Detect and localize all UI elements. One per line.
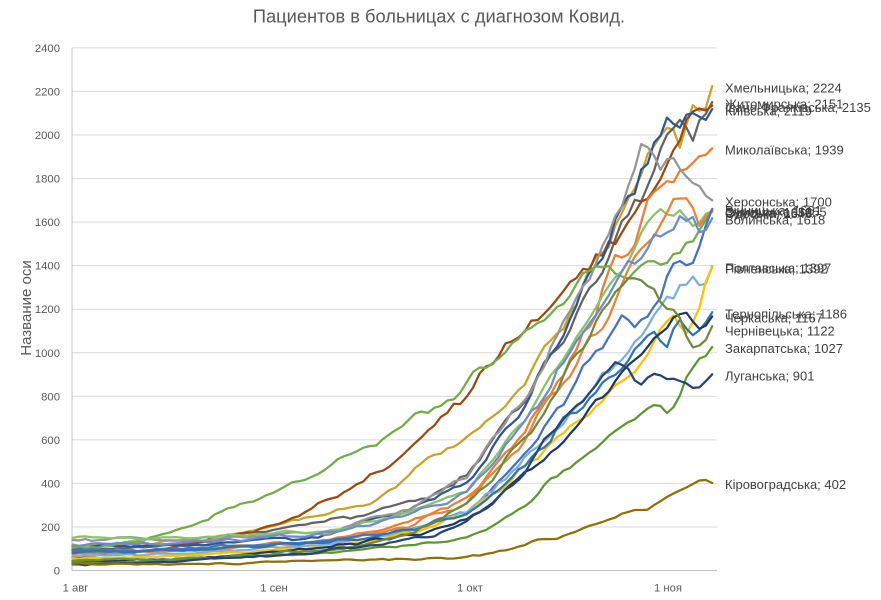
svg-text:1000: 1000 [35, 348, 60, 360]
svg-text:600: 600 [41, 435, 60, 447]
svg-text:Хмельницька; 2224: Хмельницька; 2224 [725, 80, 842, 95]
svg-text:Черкаська; 1167: Черкаська; 1167 [725, 311, 823, 326]
svg-text:Кіровоградська; 402: Кіровоградська; 402 [725, 477, 846, 492]
svg-text:Івано-Франківська; 2135: Івано-Франківська; 2135 [725, 100, 871, 115]
svg-text:Закарпатська; 1027: Закарпатська; 1027 [725, 341, 843, 356]
svg-text:1600: 1600 [35, 217, 60, 229]
svg-text:Херсонська; 1700: Херсонська; 1700 [725, 195, 832, 210]
svg-text:400: 400 [41, 478, 60, 490]
svg-text:1200: 1200 [35, 304, 60, 316]
svg-text:200: 200 [41, 522, 60, 534]
svg-text:Запорізька; 1655: Запорізька; 1655 [725, 204, 827, 219]
svg-text:Київська; 2119: Київська; 2119 [725, 103, 812, 118]
svg-text:1 сен: 1 сен [260, 583, 288, 595]
svg-text:Рівненська; 1392: Рівненська; 1392 [725, 262, 828, 277]
svg-text:Вінницька; 1661: Вінницька; 1661 [725, 203, 822, 218]
svg-text:Пациентов в больницах с диагно: Пациентов в больницах с диагнозом Ковид. [253, 6, 625, 27]
svg-text:1 ноя: 1 ноя [654, 583, 682, 595]
svg-text:2400: 2400 [35, 43, 60, 55]
svg-text:1 окт: 1 окт [457, 583, 483, 595]
svg-text:0: 0 [54, 566, 60, 578]
svg-text:Название оси: Название оси [18, 260, 35, 355]
svg-text:Миколаївська; 1939: Миколаївська; 1939 [725, 143, 844, 158]
svg-text:2000: 2000 [35, 130, 60, 142]
svg-text:1 авг: 1 авг [63, 583, 89, 595]
svg-text:1800: 1800 [35, 174, 60, 186]
svg-text:Житомирська; 2151: Житомирська; 2151 [725, 96, 843, 111]
svg-text:Чернівецька; 1122: Чернівецька; 1122 [725, 323, 835, 338]
svg-text:800: 800 [41, 391, 60, 403]
svg-text:Луганська; 901: Луганська; 901 [725, 369, 814, 384]
svg-text:Волинська; 1618: Волинська; 1618 [725, 212, 825, 227]
svg-text:Полтавська; 1397: Полтавська; 1397 [725, 261, 831, 276]
svg-text:2200: 2200 [35, 86, 60, 98]
svg-text:Сумська; 1652: Сумська; 1652 [725, 205, 812, 220]
svg-text:Одеська; 1648: Одеська; 1648 [725, 206, 812, 221]
svg-text:Тернопільська; 1186: Тернопільська; 1186 [725, 306, 847, 321]
svg-text:1400: 1400 [35, 261, 60, 273]
